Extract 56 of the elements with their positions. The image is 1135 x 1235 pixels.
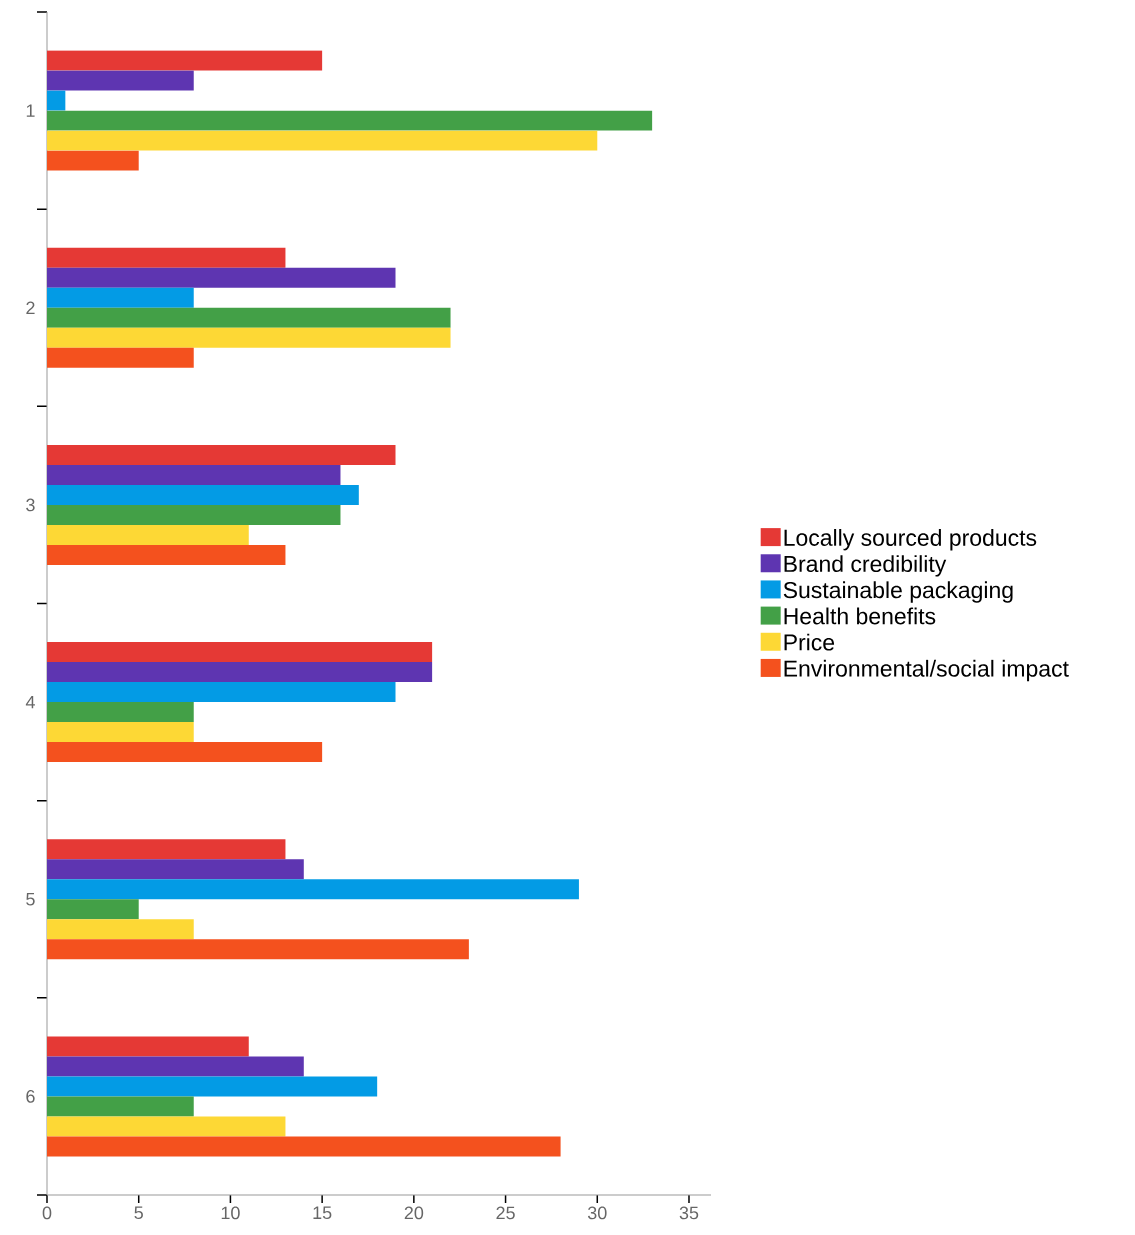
bar xyxy=(47,504,341,525)
bar xyxy=(47,662,433,683)
bar xyxy=(47,484,359,505)
x-tick-label: 25 xyxy=(496,1206,515,1220)
x-tick-label: 10 xyxy=(221,1206,240,1220)
bar xyxy=(47,899,139,920)
bar xyxy=(47,1056,304,1077)
bar xyxy=(47,722,194,743)
y-tick-label: 5 xyxy=(26,892,35,906)
bar xyxy=(47,1076,378,1097)
bar xyxy=(47,742,323,763)
bar xyxy=(47,90,66,111)
legend-label: Brand credibility xyxy=(784,555,947,577)
bar xyxy=(47,544,286,565)
bar xyxy=(47,110,653,131)
x-tick-label: 0 xyxy=(42,1206,52,1220)
bar xyxy=(47,444,396,465)
bar xyxy=(47,287,194,308)
y-tick-label: 6 xyxy=(26,1090,35,1103)
bar xyxy=(47,70,194,91)
bar xyxy=(47,939,469,960)
bar xyxy=(47,682,396,703)
legend-label: Sustainable packaging xyxy=(783,581,1013,603)
bar xyxy=(47,1136,561,1157)
bar xyxy=(47,307,451,328)
legend-label: Price xyxy=(784,633,835,651)
y-tick-label: 4 xyxy=(25,695,35,709)
x-tick-label: 5 xyxy=(134,1206,143,1220)
y-tick-label: 3 xyxy=(26,498,35,512)
bar xyxy=(47,879,579,900)
bar xyxy=(47,267,396,288)
legend-label: Environmental/social impact xyxy=(784,659,1069,682)
bar xyxy=(47,327,451,348)
bar xyxy=(47,1116,286,1137)
bar xyxy=(47,1036,249,1057)
x-tick-label: 35 xyxy=(679,1206,699,1220)
bar xyxy=(47,919,194,940)
bar xyxy=(47,464,341,485)
bar xyxy=(47,130,598,151)
bar xyxy=(47,642,433,663)
x-tick-label: 30 xyxy=(587,1206,607,1220)
bar xyxy=(47,839,286,860)
y-tick-label: 2 xyxy=(26,301,35,315)
bar xyxy=(47,702,194,723)
legend-label: Locally sourced products xyxy=(784,529,1037,551)
bar xyxy=(47,347,194,368)
x-tick-label: 15 xyxy=(313,1206,332,1220)
legend-label: Health benefits xyxy=(784,607,936,625)
bar xyxy=(47,524,249,545)
bar xyxy=(47,247,286,268)
y-tick-label: 1 xyxy=(26,104,35,117)
bar xyxy=(47,50,323,71)
bar xyxy=(47,1096,194,1117)
bar xyxy=(47,859,304,880)
bar xyxy=(47,150,139,171)
x-tick-label: 20 xyxy=(404,1206,424,1220)
